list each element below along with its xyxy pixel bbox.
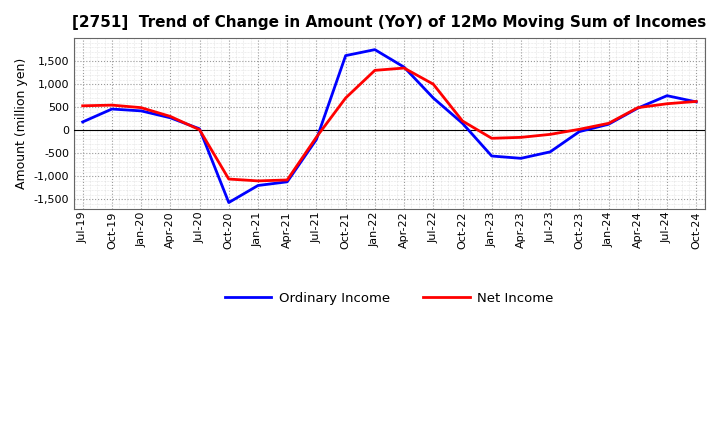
Net Income (604, 121, 613, 126)
Net Income (195, 127, 204, 132)
Net Income (429, 81, 438, 87)
Ordinary Income (604, 121, 613, 127)
Title: [2751]  Trend of Change in Amount (YoY) of 12Mo Moving Sum of Incomes: [2751] Trend of Change in Amount (YoY) o… (72, 15, 706, 30)
Net Income (487, 136, 496, 141)
Ordinary Income (253, 183, 262, 188)
Net Income (517, 135, 526, 140)
Ordinary Income (225, 200, 233, 205)
Net Income (634, 105, 642, 110)
Net Income (166, 114, 175, 119)
Ordinary Income (137, 108, 145, 114)
Net Income (283, 177, 292, 183)
Net Income (225, 176, 233, 182)
Legend: Ordinary Income, Net Income: Ordinary Income, Net Income (220, 287, 559, 310)
Ordinary Income (312, 137, 320, 142)
Ordinary Income (487, 154, 496, 159)
Net Income (692, 99, 701, 104)
Ordinary Income (634, 106, 642, 111)
Y-axis label: Amount (million yen): Amount (million yen) (15, 58, 28, 189)
Ordinary Income (429, 95, 438, 101)
Ordinary Income (166, 115, 175, 121)
Net Income (253, 178, 262, 183)
Line: Net Income: Net Income (83, 68, 696, 181)
Ordinary Income (458, 121, 467, 126)
Net Income (400, 66, 408, 71)
Ordinary Income (692, 99, 701, 105)
Net Income (458, 118, 467, 124)
Ordinary Income (517, 156, 526, 161)
Net Income (575, 127, 584, 132)
Ordinary Income (195, 126, 204, 132)
Line: Ordinary Income: Ordinary Income (83, 50, 696, 202)
Net Income (371, 68, 379, 73)
Net Income (312, 135, 320, 140)
Ordinary Income (400, 65, 408, 70)
Net Income (137, 105, 145, 110)
Ordinary Income (78, 119, 87, 125)
Net Income (546, 132, 554, 137)
Ordinary Income (283, 179, 292, 184)
Ordinary Income (371, 47, 379, 52)
Ordinary Income (546, 149, 554, 154)
Net Income (107, 103, 116, 108)
Net Income (662, 101, 671, 106)
Ordinary Income (341, 53, 350, 58)
Ordinary Income (107, 106, 116, 112)
Ordinary Income (575, 129, 584, 134)
Ordinary Income (662, 93, 671, 98)
Net Income (78, 103, 87, 108)
Net Income (341, 95, 350, 101)
